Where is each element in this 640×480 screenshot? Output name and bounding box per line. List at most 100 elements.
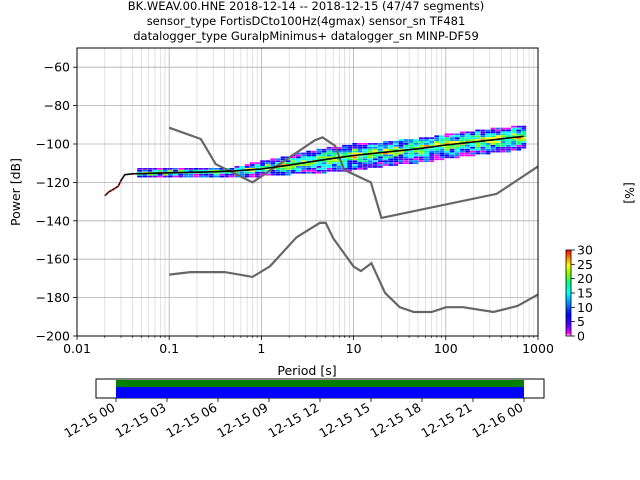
psd-cell [516, 133, 522, 136]
psd-cell [511, 127, 516, 130]
psd-cell [306, 160, 312, 163]
psd-cell [347, 169, 353, 172]
psd-cell [244, 171, 250, 174]
psd-cell [244, 164, 250, 166]
psd-cell [495, 137, 501, 139]
psd-cell [439, 156, 445, 159]
psd-cell [260, 160, 265, 163]
psd-cell [362, 168, 368, 170]
psd-cell [372, 143, 378, 145]
psd-cell [490, 137, 496, 139]
psd-cell [331, 156, 337, 159]
psd-cell [357, 162, 363, 164]
psd-cell [367, 154, 373, 157]
psd-cell [147, 175, 153, 178]
psd-cell [475, 137, 481, 139]
psd-cell [147, 168, 153, 170]
psd-cell [383, 148, 388, 151]
psd-cell [367, 160, 373, 163]
psd-cell [459, 146, 465, 149]
psd-cell [162, 175, 168, 178]
psd-cell [516, 143, 522, 145]
psd-cell [413, 150, 419, 153]
psd-cell [311, 162, 317, 164]
psd-cell [413, 141, 419, 143]
psd-cell [454, 148, 460, 151]
psd-cell [500, 150, 506, 153]
psd-cell [485, 137, 491, 139]
psd-cell [167, 175, 173, 178]
psd-cell [255, 171, 260, 174]
psd-cell [398, 158, 404, 161]
psd-cell [326, 169, 332, 172]
psd-cell [290, 162, 296, 164]
psd-cell [465, 152, 470, 155]
psd-cell [393, 156, 399, 159]
psd-cell [367, 166, 373, 168]
psd-cell [398, 141, 404, 143]
psd-cell [470, 131, 475, 134]
psd-cell [403, 144, 409, 147]
psd-cell [173, 169, 178, 172]
psd-cell [454, 141, 460, 143]
psd-cell [372, 158, 378, 161]
psd-cell [249, 166, 255, 168]
psd-cell [208, 175, 214, 178]
psd-cell [357, 143, 363, 145]
psd-cell [316, 158, 322, 161]
psd-cell [311, 152, 317, 155]
psd-cell [429, 152, 435, 155]
psd-cell [306, 154, 312, 157]
psd-cell [290, 158, 296, 161]
psd-cell [372, 144, 378, 147]
psd-cell [383, 156, 388, 159]
psd-cell [183, 168, 189, 170]
psd-cell [516, 127, 522, 130]
psd-cell [408, 150, 414, 153]
y-tick-label: −200 [36, 329, 70, 344]
psd-cell [367, 150, 373, 153]
psd-cell [321, 169, 327, 172]
psd-cell [403, 139, 409, 141]
psd-cell [500, 143, 506, 145]
psd-cell [167, 169, 173, 172]
psd-cell [188, 173, 194, 176]
psd-cell [311, 169, 317, 172]
psd-cell [470, 154, 475, 157]
psd-cell [511, 131, 516, 134]
psd-cell [331, 152, 337, 155]
psd-cell [434, 150, 440, 153]
psd-cell [137, 169, 143, 172]
psd-cell [449, 150, 455, 153]
psd-cell [357, 158, 363, 161]
psd-cell [444, 137, 450, 139]
psd-cell [306, 150, 312, 153]
psd-cell [480, 143, 486, 145]
psd-cell [173, 175, 178, 178]
psd-cell [239, 166, 245, 168]
psd-cell [408, 162, 414, 164]
psd-cell [490, 133, 496, 136]
psd-cell [434, 139, 440, 141]
psd-cell [424, 141, 429, 143]
psd-cell [280, 164, 286, 166]
psd-cell [511, 143, 516, 145]
psd-cell [393, 164, 399, 166]
psd-cell [342, 166, 347, 168]
psd-cell [239, 173, 245, 176]
psd-cell [521, 125, 527, 128]
psd-cell [336, 168, 342, 170]
psd-cell [475, 133, 481, 136]
psd-cell [383, 158, 388, 161]
psd-cell [388, 148, 394, 151]
psd-cell [388, 160, 394, 163]
psd-cell [393, 146, 399, 149]
psd-cell [388, 158, 394, 161]
psd-cell [516, 137, 522, 139]
psd-cell [326, 152, 332, 155]
x-axis-label: Period [s] [277, 363, 336, 378]
psd-cell [408, 146, 414, 149]
coverage-bar-used [116, 387, 524, 398]
psd-cell [193, 168, 199, 170]
